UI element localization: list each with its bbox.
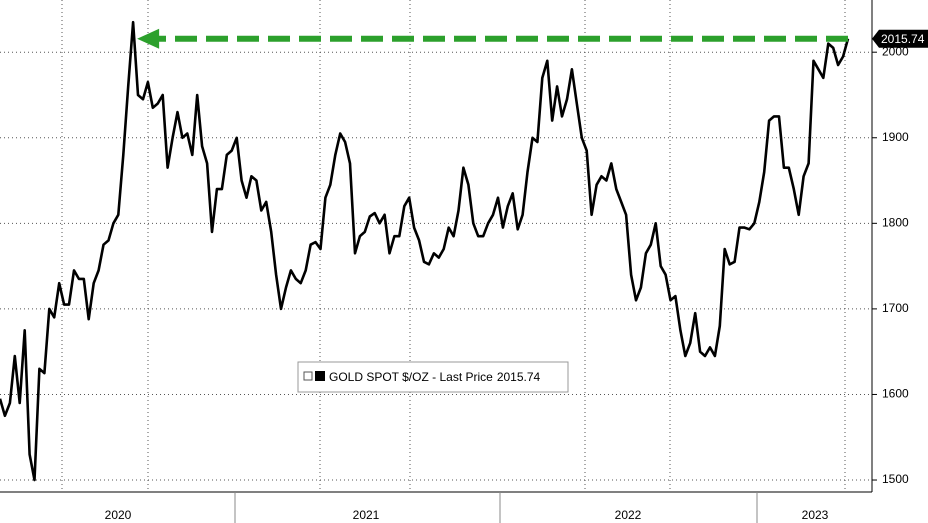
x-tick-label: 2021 — [353, 508, 380, 522]
legend-swatch — [315, 371, 325, 381]
x-tick-label: 2020 — [105, 508, 132, 522]
legend-last: 2015.74 — [497, 370, 541, 384]
legend: GOLD SPOT $/OZ - Last Price 2015.74 — [297, 361, 569, 393]
x-tick-label: 2023 — [802, 508, 829, 522]
legend-toggle — [303, 371, 313, 381]
y-tick-label: 1900 — [882, 130, 909, 144]
last-price-tag — [872, 29, 928, 48]
y-tick-label: 1500 — [882, 472, 909, 486]
y-tick-label: 1600 — [882, 387, 909, 401]
y-tick-label: 1800 — [882, 215, 909, 229]
legend-text: GOLD SPOT $/OZ - Last Price 2015.74 — [329, 370, 541, 384]
y-tick-label: 2000 — [882, 44, 909, 58]
legend-name: GOLD SPOT $/OZ - Last Price — [329, 370, 493, 384]
legend-box — [297, 361, 569, 393]
arrow-head — [137, 28, 160, 49]
y-tick-label: 1700 — [882, 301, 909, 315]
price-line — [0, 20, 850, 482]
x-tick-label: 2022 — [615, 508, 642, 522]
last-price-label: 2015.74 — [881, 32, 925, 46]
